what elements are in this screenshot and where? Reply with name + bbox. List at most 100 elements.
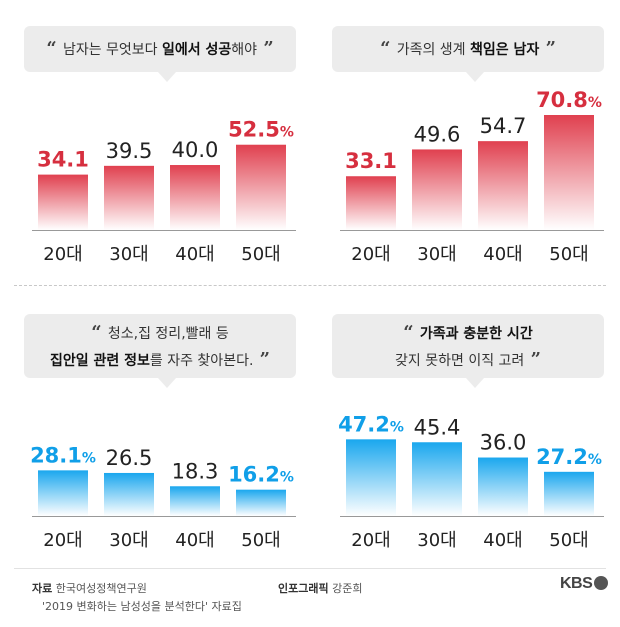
quote-text: 가족의 생계 bbox=[396, 42, 471, 58]
close-quote-mark: ” bbox=[524, 349, 541, 370]
close-quote-mark: ” bbox=[539, 38, 556, 59]
footer-divider bbox=[14, 568, 606, 569]
unit-label: % bbox=[588, 452, 602, 468]
quote-line: “ 가족과 충분한 시간 bbox=[332, 320, 604, 347]
bar-chart: 33.1 20대 49.6 30대 54.7 40대 70.8% 50대 bbox=[340, 88, 604, 265]
data-label: 70.8% bbox=[536, 88, 602, 112]
credit-note: 인포그래픽 강준희 bbox=[278, 580, 362, 596]
data-label: 28.1% bbox=[30, 443, 96, 467]
quote-line: “ 남자는 무엇보다 일에서 성공해야 ” bbox=[24, 26, 296, 73]
bar-chart: 47.2% 20대 45.4 30대 36.0 40대 27.2% 50대 bbox=[338, 412, 604, 551]
unit-label: % bbox=[588, 95, 602, 111]
category-label: 20대 bbox=[43, 530, 82, 551]
close-quote-mark: ” bbox=[257, 38, 274, 59]
quote-emphasis: 책임은 남자 bbox=[470, 42, 540, 58]
quote-line: “ 가족의 생계 책임은 남자 ” bbox=[332, 26, 604, 73]
data-label: 39.5 bbox=[106, 139, 153, 163]
quote-line: 집안일 관련 정보를 자주 찾아본다. ” bbox=[24, 347, 296, 374]
category-label: 50대 bbox=[241, 244, 280, 265]
credit-label: 인포그래픽 bbox=[278, 582, 329, 595]
category-label: 50대 bbox=[549, 530, 588, 551]
kbs-logo-icon bbox=[594, 576, 609, 590]
open-quote-mark: “ bbox=[380, 38, 397, 59]
category-label: 40대 bbox=[483, 244, 522, 265]
data-label: 16.2% bbox=[228, 463, 294, 487]
bar bbox=[412, 442, 462, 516]
unit-label: % bbox=[82, 450, 96, 466]
source-report: '2019 변화하는 남성성을 분석한다' 자료집 bbox=[42, 600, 242, 613]
data-label: 27.2% bbox=[536, 445, 602, 469]
category-label: 20대 bbox=[351, 530, 390, 551]
data-label: 47.2% bbox=[338, 412, 404, 436]
quote-line: 갖지 못하면 이직 고려 ” bbox=[332, 347, 604, 374]
quote-emphasis: 집안일 관련 정보 bbox=[49, 353, 150, 369]
category-label: 20대 bbox=[351, 244, 390, 265]
data-label: 26.5 bbox=[106, 446, 153, 470]
unit-label: % bbox=[280, 470, 294, 486]
category-label: 30대 bbox=[109, 244, 148, 265]
bar bbox=[478, 141, 528, 230]
open-quote-mark: “ bbox=[403, 322, 420, 343]
bar bbox=[38, 174, 88, 230]
quote-line: “ 청소,집 정리,빨래 등 bbox=[24, 320, 296, 347]
bar bbox=[478, 457, 528, 516]
quote-text: 를 자주 찾아본다. bbox=[149, 353, 254, 369]
open-quote-mark: “ bbox=[91, 322, 108, 343]
quote-text: 해야 bbox=[231, 42, 258, 58]
source-org: 한국여성정책연구원 bbox=[55, 582, 147, 595]
panel-family-time: “ 가족과 충분한 시간 갖지 못하면 이직 고려 ” 47.2% 20대 45.4… bbox=[318, 300, 618, 570]
quote-text: 갖지 못하면 이직 고려 bbox=[395, 353, 525, 369]
bar bbox=[170, 165, 220, 230]
unit-label: % bbox=[280, 125, 294, 141]
bar bbox=[104, 472, 154, 516]
unit-label: % bbox=[390, 419, 404, 435]
category-label: 40대 bbox=[175, 530, 214, 551]
panel-housework: “ 청소,집 정리,빨래 등 집안일 관련 정보를 자주 찾아본다. ” 28.… bbox=[10, 300, 310, 570]
category-label: 20대 bbox=[43, 244, 82, 265]
bar bbox=[236, 489, 286, 516]
open-quote-mark: “ bbox=[46, 38, 63, 59]
quote-text: 청소,집 정리,빨래 등 bbox=[107, 326, 229, 342]
source-note: 자료 한국여성정책연구원 bbox=[32, 580, 147, 596]
panel-breadwinner: “ 가족의 생계 책임은 남자 ” 33.1 20대 49.6 30대 54.7 40대 7… bbox=[318, 14, 618, 284]
data-label: 36.0 bbox=[480, 431, 527, 455]
data-label: 54.7 bbox=[480, 114, 527, 138]
bar bbox=[544, 115, 594, 230]
data-label: 52.5% bbox=[228, 118, 294, 142]
panel-work-success: “ 남자는 무엇보다 일에서 성공해야 ” 34.1 20대 39.5 30대 40.0… bbox=[10, 14, 310, 284]
category-label: 40대 bbox=[175, 244, 214, 265]
bar bbox=[346, 439, 396, 516]
category-label: 50대 bbox=[241, 530, 280, 551]
bar bbox=[412, 149, 462, 230]
kbs-logo: KBS bbox=[560, 575, 609, 593]
quote-bubble: “ 청소,집 정리,빨래 등 집안일 관련 정보를 자주 찾아본다. ” bbox=[24, 314, 296, 388]
bar-chart: 34.1 20대 39.5 30대 40.0 40대 52.5% 50대 bbox=[32, 118, 296, 265]
category-label: 30대 bbox=[417, 244, 456, 265]
quote-emphasis: 가족과 충분한 시간 bbox=[419, 326, 533, 342]
quote-bubble: “ 남자는 무엇보다 일에서 성공해야 ” bbox=[24, 26, 296, 82]
bar bbox=[236, 144, 286, 230]
bar bbox=[38, 470, 88, 516]
category-label: 30대 bbox=[417, 530, 456, 551]
quote-bubble: “ 가족과 충분한 시간 갖지 못하면 이직 고려 ” bbox=[332, 314, 604, 388]
data-label: 33.1 bbox=[345, 149, 397, 173]
bar-chart: 28.1% 20대 26.5 30대 18.3 40대 16.2% 50대 bbox=[30, 443, 296, 551]
data-label: 40.0 bbox=[172, 138, 219, 162]
close-quote-mark: ” bbox=[253, 349, 271, 370]
category-label: 30대 bbox=[109, 530, 148, 551]
category-label: 40대 bbox=[483, 530, 522, 551]
bar bbox=[170, 486, 220, 516]
bar bbox=[346, 176, 396, 230]
data-label: 18.3 bbox=[172, 459, 219, 483]
bar bbox=[544, 471, 594, 516]
source-label: 자료 bbox=[32, 582, 53, 595]
dashed-divider bbox=[14, 285, 606, 286]
data-label: 49.6 bbox=[414, 122, 461, 146]
bar bbox=[104, 165, 154, 230]
category-label: 50대 bbox=[549, 244, 588, 265]
quote-emphasis: 일에서 성공 bbox=[162, 42, 232, 58]
data-label: 34.1 bbox=[37, 148, 89, 172]
quote-text: 남자는 무엇보다 bbox=[62, 42, 162, 58]
data-label: 45.4 bbox=[414, 415, 461, 439]
credit-name: 강준희 bbox=[332, 582, 363, 595]
